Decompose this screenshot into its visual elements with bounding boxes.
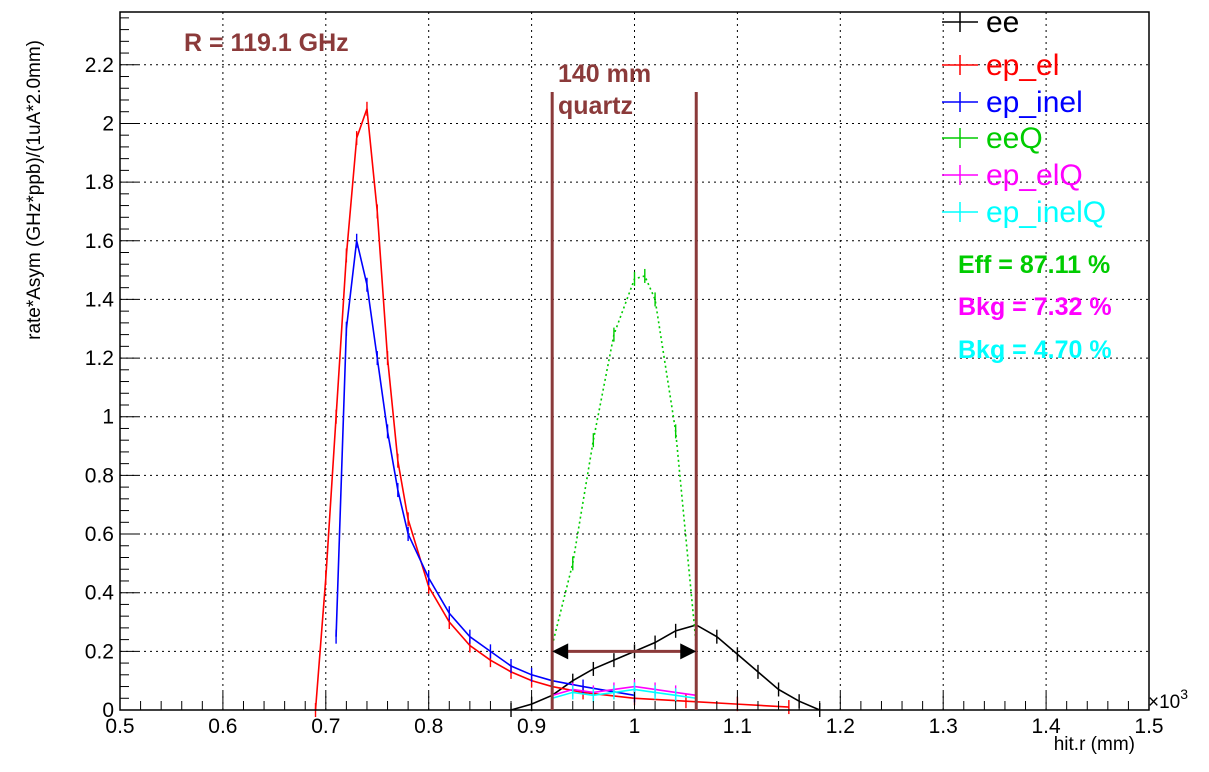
- bkg-stat-inelQ: Bkg = 4.70 %: [958, 336, 1112, 364]
- x-axis-exponent-power: 3: [1180, 686, 1188, 702]
- x-axis-exponent-base: ×10: [1148, 692, 1180, 713]
- y-tick-label: 1.6: [85, 230, 114, 253]
- legend-label-ep-inelQ: ep_inelQ: [986, 196, 1106, 229]
- anno-layer: [550, 92, 698, 710]
- x-tick-label: 1.3: [929, 715, 958, 738]
- tick-layer: 0.5 0.6 0.7 0.8 0.9 1 1.1 1.2 1.3 1.4 1.5 0 0.2 0.4 0.…: [85, 17, 1164, 738]
- legend-entry-ee: ee: [942, 6, 1019, 39]
- y-tick-label: 0.6: [85, 523, 114, 546]
- legend-entry-ep-inel: ep_inel: [942, 86, 1083, 119]
- legend-label-ep-inel: ep_inel: [986, 86, 1083, 119]
- series-ep_inel: [335, 233, 636, 703]
- legend-label-eeQ: eeQ: [986, 122, 1043, 155]
- y-axis-title: rate*Asym (GHz*ppb)/(1uA*2.0mm): [24, 40, 45, 340]
- x-tick-label: 1.2: [826, 715, 855, 738]
- series-eeQ: [551, 268, 698, 653]
- x-tick-label: 0.5: [105, 715, 134, 738]
- arrow-head-right: [680, 643, 697, 660]
- x-tick-label: 1: [629, 715, 641, 738]
- legend-entry-eeQ: eeQ: [942, 122, 1043, 155]
- y-tick-label: 0.4: [85, 582, 115, 605]
- y-tick-label: 0: [102, 699, 114, 722]
- legend: ee ep_el ep_inel eeQ ep_elQ ep_inelQ: [942, 6, 1106, 229]
- y-tick-label: 1.8: [85, 171, 114, 194]
- quartz-label-line2: quartz: [558, 92, 633, 120]
- y-tick-label: 2: [102, 112, 114, 135]
- x-tick-label: 0.9: [517, 715, 546, 738]
- x-tick-label: 0.8: [414, 715, 443, 738]
- x-tick-label: 0.7: [311, 715, 340, 738]
- x-axis-title: hit.r (mm): [1054, 734, 1135, 755]
- x-tick-label: 0.6: [208, 715, 237, 738]
- y-tick-label: 1.2: [85, 347, 114, 370]
- series-line: [551, 274, 698, 646]
- legend-entry-ep-elQ: ep_elQ: [942, 159, 1083, 192]
- eff-stat: Eff = 87.11 %: [958, 251, 1110, 279]
- x-tick-label: 1.1: [723, 715, 752, 738]
- legend-label-ee: ee: [986, 6, 1019, 39]
- grid: [120, 12, 1149, 710]
- arrow-head-left: [552, 643, 569, 660]
- y-tick-label: 1.4: [85, 288, 115, 311]
- series-line: [551, 685, 697, 697]
- quartz-label-line1: 140 mm: [558, 60, 651, 88]
- series-line: [551, 688, 697, 700]
- x-tick-label: 1.5: [1134, 715, 1163, 738]
- series-line: [335, 240, 635, 697]
- bkg-stat-elQ: Bkg = 7.32 %: [958, 293, 1112, 321]
- series-layer: [314, 101, 821, 717]
- legend-entry-ep-el: ep_el: [942, 49, 1059, 82]
- y-tick-label: 0.8: [85, 464, 114, 487]
- series-line: [314, 108, 789, 711]
- x-axis-exponent: ×103: [1148, 686, 1188, 713]
- series-ee: [510, 617, 821, 717]
- y-tick-label: 2.2: [85, 54, 114, 77]
- radius-annotation: R = 119.1 GHz: [184, 29, 349, 57]
- y-tick-label: 0.2: [85, 640, 114, 663]
- x-tick-label: 1.4: [1031, 715, 1061, 738]
- legend-label-ep-elQ: ep_elQ: [986, 159, 1083, 192]
- legend-label-ep-el: ep_el: [986, 49, 1059, 82]
- y-tick-label: 1: [102, 406, 114, 429]
- legend-entry-ep-inelQ: ep_inelQ: [942, 196, 1106, 229]
